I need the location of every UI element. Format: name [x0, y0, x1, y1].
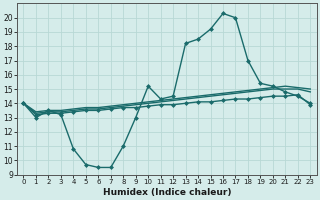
- X-axis label: Humidex (Indice chaleur): Humidex (Indice chaleur): [103, 188, 231, 197]
